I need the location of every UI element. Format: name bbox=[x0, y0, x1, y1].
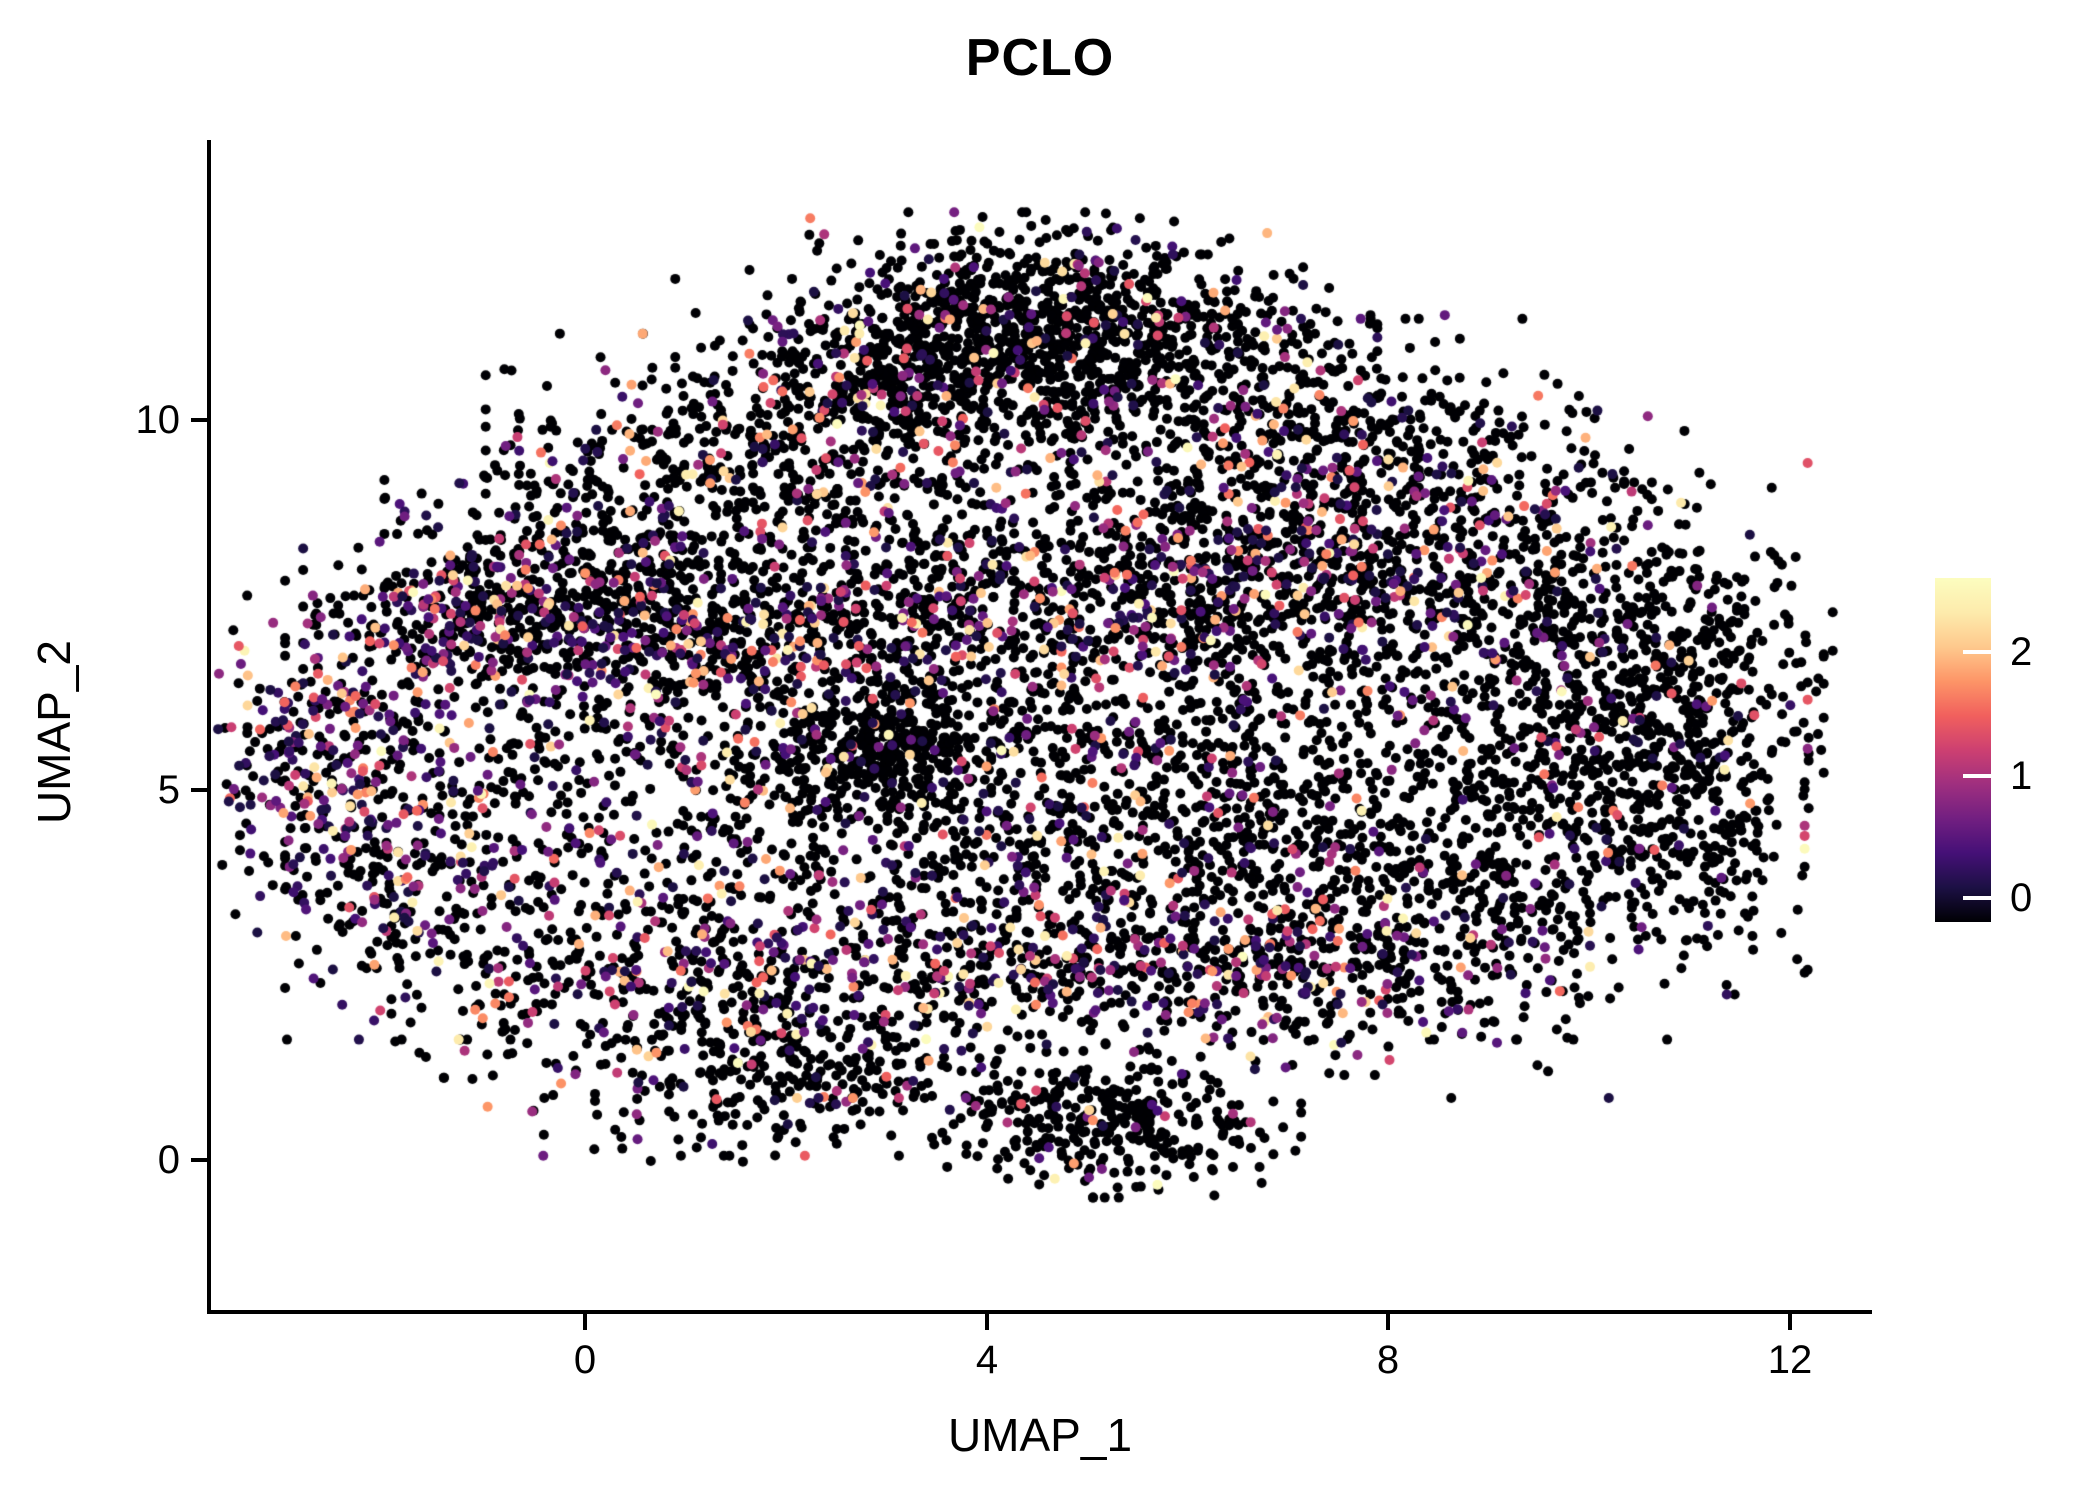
y-tick-label: 0 bbox=[157, 1138, 180, 1182]
x-tick-mark-0 bbox=[583, 1314, 587, 1330]
x-tick-label: 8 bbox=[1376, 1338, 1400, 1382]
colorbar-label: 1 bbox=[2010, 754, 2033, 798]
colorbar-tick-0 bbox=[1963, 896, 1991, 900]
y-tick-label: 10 bbox=[135, 398, 181, 442]
x-tick-mark-8 bbox=[1386, 1314, 1390, 1330]
colorbar-gradient bbox=[1935, 578, 1991, 922]
x-tick-label: 0 bbox=[573, 1338, 597, 1382]
x-tick-mark-12 bbox=[1788, 1314, 1792, 1330]
y-axis-title: UMAP_2 bbox=[28, 639, 80, 825]
y-tick-mark-5 bbox=[191, 788, 207, 792]
colorbar-tick-1 bbox=[1963, 774, 1991, 778]
x-tick-label: 12 bbox=[1767, 1338, 1813, 1382]
y-tick-mark-10 bbox=[191, 418, 207, 422]
x-tick-label: 4 bbox=[975, 1338, 999, 1382]
colorbar-tick-2 bbox=[1963, 650, 1991, 654]
colorbar-label: 0 bbox=[2010, 876, 2033, 920]
x-axis-title: UMAP_1 bbox=[947, 1409, 1133, 1461]
x-tick-mark-4 bbox=[985, 1314, 989, 1330]
y-tick-label: 5 bbox=[157, 768, 180, 812]
y-tick-mark-0 bbox=[191, 1158, 207, 1162]
x-axis-line bbox=[207, 1310, 1872, 1314]
colorbar-label: 2 bbox=[2010, 630, 2033, 674]
y-axis-line bbox=[207, 140, 211, 1314]
